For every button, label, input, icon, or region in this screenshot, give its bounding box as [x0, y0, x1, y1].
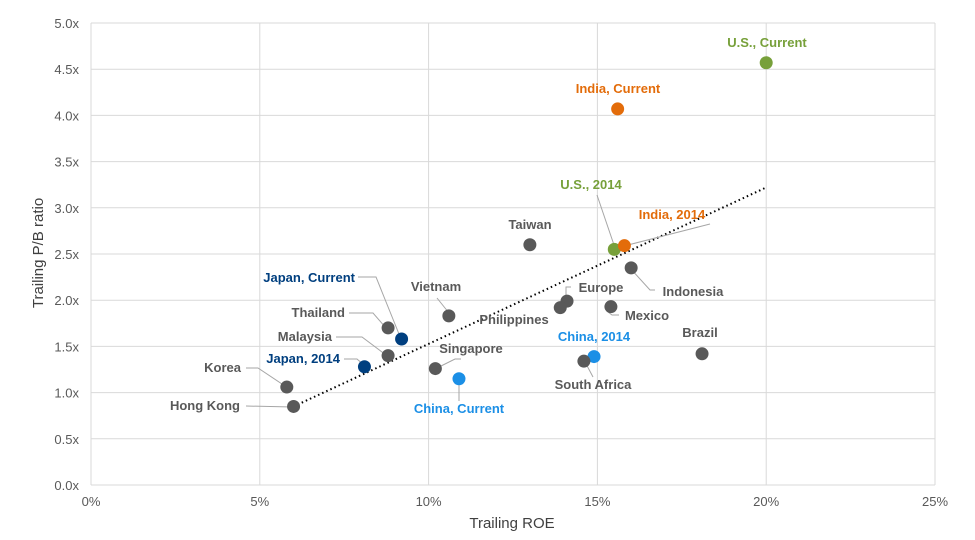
data-point [280, 380, 294, 394]
x-tick-label: 15% [584, 494, 610, 509]
leader-line [596, 194, 615, 246]
point-label: Indonesia [663, 284, 724, 299]
x-tick-label: 25% [922, 494, 948, 509]
point-label: Korea [204, 360, 242, 375]
leader-line [358, 276, 402, 340]
point-label: Singapore [439, 341, 503, 356]
data-points [280, 56, 773, 413]
point-label: Mexico [625, 308, 669, 323]
point-label: Japan, Current [263, 270, 355, 285]
y-tick-label: 2.0x [54, 293, 79, 308]
point-label: Japan, 2014 [266, 351, 340, 366]
data-point [452, 372, 466, 386]
point-label: Philippines [479, 312, 548, 327]
y-tick-label: 2.5x [54, 247, 79, 262]
x-tick-label: 10% [416, 494, 442, 509]
data-point [381, 321, 395, 335]
data-point [617, 239, 631, 253]
y-tick-label: 0.0x [54, 478, 79, 493]
point-label: U.S., 2014 [560, 177, 622, 192]
y-tick-label: 5.0x [54, 16, 79, 31]
leader-line [629, 267, 655, 291]
data-point [759, 56, 773, 70]
y-tick-label: 0.5x [54, 432, 79, 447]
leader-line [607, 311, 619, 316]
point-label: Brazil [682, 325, 717, 340]
y-tick-label: 3.0x [54, 201, 79, 216]
y-tick-label: 4.0x [54, 108, 79, 123]
point-label: Europe [579, 280, 624, 295]
data-point [287, 399, 301, 413]
grid-lines [90, 22, 936, 486]
data-point [611, 102, 625, 116]
x-tick-label: 0% [82, 494, 101, 509]
trendline-group [293, 186, 767, 408]
leader-line [436, 358, 461, 369]
data-point [428, 362, 442, 376]
leader-line [336, 336, 387, 356]
point-label: India, Current [576, 81, 661, 96]
point-label: China, Current [414, 401, 505, 416]
data-point [523, 238, 537, 252]
point-label: Taiwan [508, 217, 551, 232]
data-point [553, 301, 567, 315]
data-point [695, 347, 709, 361]
leader-line [246, 367, 286, 387]
point-label: China, 2014 [558, 329, 631, 344]
data-point [577, 354, 591, 368]
data-point [381, 349, 395, 363]
x-tick-labels: 0% 5% 10% 15% 20% 25% [82, 494, 949, 509]
point-label: India, 2014 [639, 207, 706, 222]
x-tick-label: 5% [250, 494, 269, 509]
leader-line [245, 405, 293, 408]
point-label: Malaysia [278, 329, 333, 344]
y-tick-label: 1.0x [54, 386, 79, 401]
data-point [607, 242, 621, 256]
point-label: Hong Kong [170, 398, 240, 413]
data-point [624, 261, 638, 275]
y-tick-label: 1.5x [54, 339, 79, 354]
data-point [604, 300, 618, 314]
data-point [587, 350, 601, 364]
leader-line [349, 312, 387, 329]
x-tick-label: 20% [753, 494, 779, 509]
point-label: Vietnam [411, 279, 461, 294]
y-tick-label: 3.5x [54, 155, 79, 170]
leader-line [623, 223, 711, 247]
x-axis-title: Trailing ROE [469, 515, 554, 532]
point-label: U.S., Current [727, 35, 807, 50]
leader-line [565, 286, 571, 298]
leader-lines [245, 194, 711, 408]
y-tick-labels: 0.0x 0.5x 1.0x 1.5x 2.0x 2.5x 3.0x 3.5x 4.0x 4.5x… [54, 16, 79, 493]
point-label: Thailand [292, 305, 346, 320]
data-point [442, 309, 456, 323]
y-axis-title: Trailing P/B ratio [30, 198, 47, 308]
point-label: South Africa [555, 377, 633, 392]
data-point [395, 332, 409, 346]
data-point [357, 360, 371, 374]
trendline [293, 186, 767, 408]
y-tick-label: 4.5x [54, 62, 79, 77]
point-labels: U.S., Current India, Current U.S., 2014 Ind… [170, 35, 807, 416]
